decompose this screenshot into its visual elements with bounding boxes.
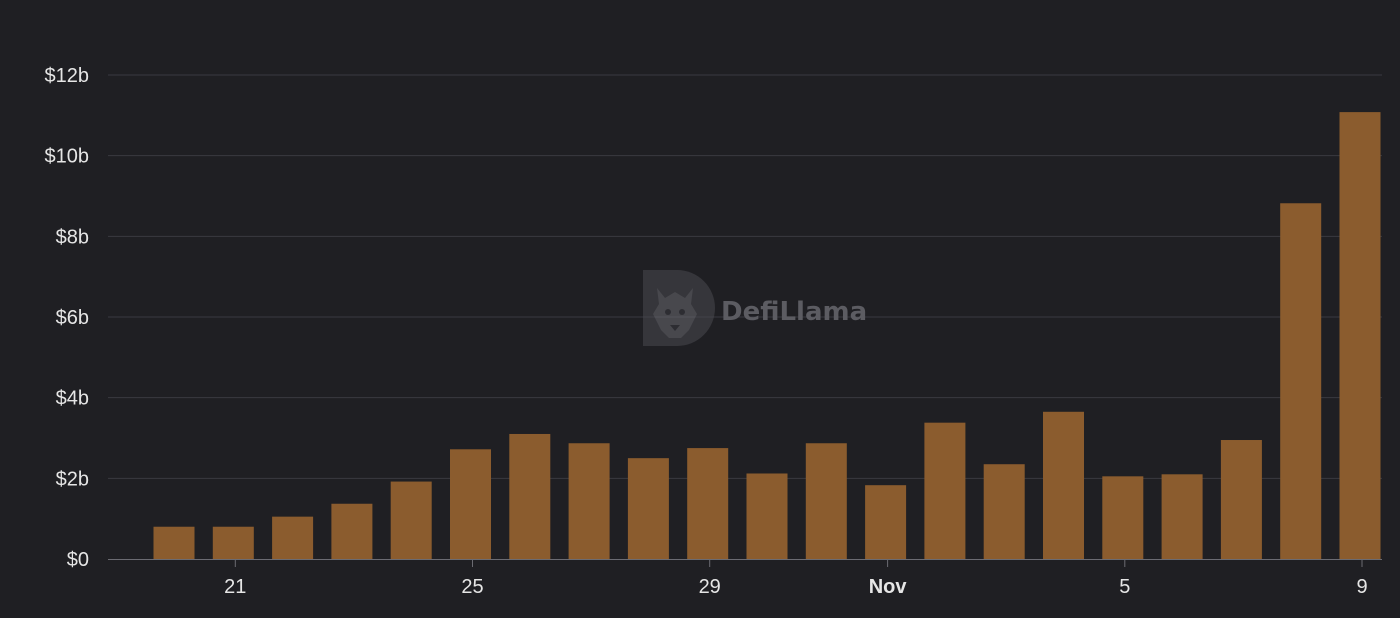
bar[interactable] bbox=[390, 481, 432, 559]
x-tick-label: 9 bbox=[1356, 576, 1367, 598]
bar[interactable] bbox=[272, 516, 314, 559]
bar[interactable] bbox=[568, 443, 610, 559]
bar[interactable] bbox=[983, 464, 1025, 559]
bar[interactable] bbox=[153, 526, 195, 559]
watermark-text: DefiLlama bbox=[721, 297, 867, 327]
bar[interactable] bbox=[509, 433, 551, 559]
y-tick-label: $0 bbox=[67, 549, 89, 571]
bar[interactable] bbox=[1102, 476, 1144, 559]
bar[interactable] bbox=[924, 422, 966, 559]
bar[interactable] bbox=[212, 526, 254, 559]
watermark: DefiLlama bbox=[643, 270, 867, 346]
x-tick-label: 5 bbox=[1119, 576, 1130, 598]
x-tick-label: 29 bbox=[699, 576, 721, 598]
bar[interactable] bbox=[1220, 440, 1262, 559]
bar[interactable] bbox=[1161, 474, 1203, 559]
y-tick-label: $10b bbox=[45, 146, 90, 168]
y-tick-label: $12b bbox=[45, 65, 90, 87]
bar[interactable] bbox=[805, 443, 847, 559]
y-tick-label: $2b bbox=[56, 468, 89, 490]
x-tick-label: 21 bbox=[224, 576, 246, 598]
bars bbox=[153, 112, 1381, 560]
bar[interactable] bbox=[865, 485, 907, 559]
x-tick-label: 25 bbox=[461, 576, 483, 598]
bar[interactable] bbox=[687, 448, 729, 559]
y-axis-labels: $0 $2b $4b $6b $8b $10b $12b bbox=[45, 65, 90, 571]
bar[interactable] bbox=[627, 458, 669, 559]
bar[interactable] bbox=[331, 503, 373, 559]
y-tick-label: $6b bbox=[56, 307, 89, 329]
bar[interactable] bbox=[1339, 112, 1381, 560]
bar[interactable] bbox=[450, 449, 491, 559]
bar[interactable] bbox=[746, 473, 788, 559]
y-tick-label: $8b bbox=[56, 226, 89, 248]
grid-lines bbox=[108, 74, 1382, 479]
x-axis-labels: 21 25 29 Nov 5 9 bbox=[224, 559, 1368, 598]
llama-logo-icon bbox=[643, 270, 715, 346]
y-tick-label: $4b bbox=[56, 388, 89, 410]
bar[interactable] bbox=[1280, 203, 1322, 559]
bar[interactable] bbox=[1043, 411, 1084, 559]
x-tick-label: Nov bbox=[869, 576, 908, 598]
